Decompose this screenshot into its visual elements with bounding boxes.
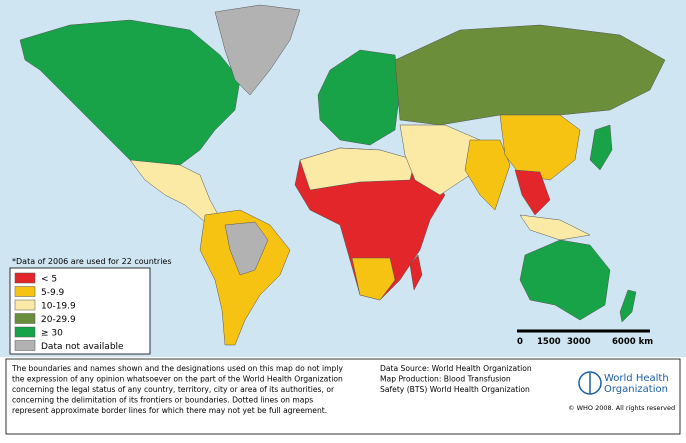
logo-line: World Health <box>604 373 669 384</box>
legend-swatch <box>14 326 36 338</box>
credits: Data Source: World Health Organization Ma… <box>380 364 532 394</box>
legend-swatch <box>14 340 36 351</box>
indonesia <box>519 214 591 241</box>
europe <box>317 49 401 146</box>
disclaimer-line: The boundaries and names shown and the d… <box>11 364 343 373</box>
scale-label: 1500 <box>537 337 561 347</box>
disclaimer-line: concerning the delimitation of its front… <box>12 396 313 405</box>
scale-label: 6000 km <box>612 337 653 347</box>
japan <box>589 124 613 171</box>
south-america <box>199 209 291 346</box>
legend-swatch <box>14 272 36 284</box>
china <box>499 114 581 181</box>
land <box>19 4 666 346</box>
credit-line: Safety (BTS) World Health Organization <box>380 385 530 394</box>
legend-label: ≥ 30 <box>41 329 63 339</box>
legend-label: Data not available <box>41 342 124 352</box>
disclaimer-line: concerning the legal status of any count… <box>12 385 335 394</box>
legend: < 5 5-9.9 10-19.9 20-29.9 ≥ 30 Data not avail… <box>14 272 124 352</box>
north-america <box>19 19 241 171</box>
legend-label: 20-29.9 <box>41 315 76 325</box>
middle-east <box>399 124 481 196</box>
logo-line: Organization <box>604 384 668 395</box>
legend-swatch <box>14 286 36 297</box>
southern-africa <box>351 257 396 301</box>
legend-label: 10-19.9 <box>41 302 76 312</box>
data-note: *Data of 2006 are used for 22 countries <box>12 257 172 266</box>
south-america-na <box>224 221 269 276</box>
scale-label: 0 <box>517 337 523 347</box>
legend-label: < 5 <box>41 275 57 285</box>
new-zealand <box>619 289 637 323</box>
australia <box>519 239 611 321</box>
legend-swatch <box>14 313 36 324</box>
disclaimer: The boundaries and names shown and the d… <box>11 364 343 415</box>
credit-line: Data Source: World Health Organization <box>380 364 532 373</box>
disclaimer-line: the expression of any opinion whatsoever… <box>12 375 343 384</box>
india <box>464 139 511 211</box>
credit-line: Map Production: Blood Transfusion <box>380 375 511 384</box>
russia <box>394 24 666 126</box>
scale-labels: 0 1500 3000 6000 km <box>517 337 653 347</box>
legend-swatch <box>14 299 36 311</box>
copyright: © WHO 2008. All rights reserved <box>568 404 675 412</box>
legend-label: 5-9.9 <box>41 288 65 298</box>
footer-panel <box>5 358 681 435</box>
disclaimer-line: represent approximate border lines for w… <box>12 406 327 415</box>
madagascar <box>409 254 423 291</box>
who-emblem <box>578 371 602 395</box>
southeast-asia <box>514 169 551 216</box>
greenland <box>214 4 301 96</box>
scale-label: 3000 <box>567 337 591 347</box>
